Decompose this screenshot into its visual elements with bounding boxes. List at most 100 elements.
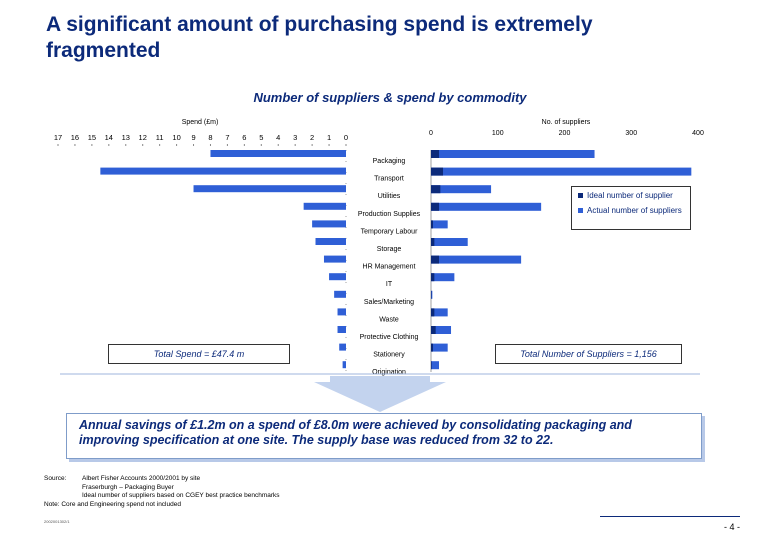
spend-bar-hr-management bbox=[323, 255, 346, 263]
spend-tick-11: 11 bbox=[156, 133, 164, 142]
source-text-1: Albert Fisher Accounts 2000/2001 by site bbox=[82, 475, 201, 482]
actual-suppliers-bar-temporary-labour bbox=[431, 220, 448, 229]
ideal-suppliers-bar-waste bbox=[431, 308, 435, 317]
actual-suppliers-bar-transport bbox=[431, 167, 692, 176]
ideal-suppliers-bar-transport bbox=[431, 167, 444, 176]
spend-tick-12: 12 bbox=[139, 133, 147, 142]
source-line: Source: Albert Fisher Accounts 2000/2001 … bbox=[44, 475, 280, 484]
spend-bar-protective-clothing bbox=[337, 326, 346, 333]
footnotes: Source: Albert Fisher Accounts 2000/2001 … bbox=[44, 475, 280, 509]
spend-tick-5: 5 bbox=[259, 133, 263, 142]
legend-swatch-actual bbox=[578, 208, 583, 213]
suppliers-tick-400: 400 bbox=[692, 130, 704, 137]
spend-bar-stationery bbox=[339, 343, 346, 351]
category-label-origination: Origination bbox=[372, 369, 406, 376]
spend-tick-7: 7 bbox=[225, 133, 229, 142]
spend-tick-15: 15 bbox=[88, 133, 96, 142]
category-label-packaging: Packaging bbox=[373, 158, 406, 165]
suppliers-tick-100: 100 bbox=[492, 130, 504, 137]
actual-suppliers-bar-protective-clothing bbox=[431, 326, 452, 334]
savings-callout: Annual savings of £1.2m on a spend of £8… bbox=[66, 413, 702, 459]
spend-bar-waste bbox=[337, 308, 346, 316]
suppliers-tick-200: 200 bbox=[559, 130, 571, 137]
category-label-it: IT bbox=[386, 281, 393, 288]
total-suppliers-box: Total Number of Suppliers = 1,156 bbox=[495, 344, 682, 364]
category-label-hr-management: HR Management bbox=[363, 264, 416, 271]
spend-bar-origination bbox=[342, 361, 346, 369]
actual-suppliers-bar-utilities bbox=[431, 185, 492, 194]
down-arrow bbox=[314, 376, 446, 412]
page-number: - 4 - bbox=[723, 522, 740, 532]
spend-bar-packaging bbox=[210, 150, 346, 157]
category-label-storage: Storage bbox=[377, 246, 402, 253]
source-text-3: Ideal number of suppliers based on CGEY … bbox=[82, 492, 280, 499]
page-title: A significant amount of purchasing spend… bbox=[46, 13, 593, 62]
ideal-suppliers-bar-sales-marketing bbox=[431, 290, 432, 299]
spend-tick-17: 17 bbox=[54, 133, 62, 142]
spend-tick-13: 13 bbox=[122, 133, 130, 142]
ideal-suppliers-bar-stationery bbox=[431, 343, 434, 352]
source-label: Source: bbox=[44, 475, 67, 482]
document-reference: 2002001302/1 bbox=[44, 519, 70, 524]
note-text: Note: Core and Engineering spend not inc… bbox=[44, 500, 181, 508]
chart-title: Number of suppliers & spend by commodity bbox=[253, 90, 527, 105]
footer-rule bbox=[600, 516, 740, 517]
spend-tick-4: 4 bbox=[276, 133, 280, 142]
ideal-suppliers-bar-origination bbox=[431, 361, 432, 370]
ideal-suppliers-bar-temporary-labour bbox=[431, 220, 434, 229]
spend-tick-16: 16 bbox=[71, 133, 79, 142]
source-text-2: Fraserburgh – Packaging Buyer bbox=[82, 483, 174, 491]
ideal-suppliers-bar-it bbox=[431, 273, 435, 282]
actual-suppliers-bar-production-supplies bbox=[431, 202, 542, 211]
spend-axis-label: Spend (£m) bbox=[182, 119, 219, 126]
spend-tick-2: 2 bbox=[310, 133, 314, 142]
category-label-utilities: Utilities bbox=[378, 193, 401, 200]
category-label-temporary-labour: Temporary Labour bbox=[361, 228, 418, 235]
spend-tick-8: 8 bbox=[208, 133, 212, 142]
actual-suppliers-bar-origination bbox=[431, 361, 440, 370]
ideal-suppliers-bar-protective-clothing bbox=[431, 326, 436, 334]
category-label-waste: Waste bbox=[379, 316, 399, 323]
actual-suppliers-bar-hr-management bbox=[431, 255, 522, 264]
total-spend-box: Total Spend = £47.4 m bbox=[108, 344, 290, 364]
legend-entry-actual: Actual number of suppliers bbox=[578, 206, 686, 215]
spend-bar-it bbox=[329, 273, 346, 281]
actual-suppliers-bar-waste bbox=[431, 308, 448, 317]
legend-swatch-ideal bbox=[578, 193, 583, 198]
spend-tick-14: 14 bbox=[105, 133, 113, 142]
spend-bar-storage bbox=[315, 238, 346, 245]
spend-tick-0: 0 bbox=[344, 133, 348, 142]
category-label-production-supplies: Production Supplies bbox=[358, 211, 421, 218]
spend-tick-1: 1 bbox=[327, 133, 331, 142]
actual-suppliers-bar-sales-marketing bbox=[431, 290, 433, 299]
spend-bar-sales-marketing bbox=[334, 290, 346, 298]
actual-suppliers-bar-storage bbox=[431, 238, 468, 246]
category-label-transport: Transport bbox=[374, 176, 404, 183]
spend-tick-10: 10 bbox=[172, 133, 180, 142]
ideal-suppliers-bar-production-supplies bbox=[431, 202, 440, 211]
actual-suppliers-bar-it bbox=[431, 273, 455, 282]
category-label-sales-marketing: Sales/Marketing bbox=[364, 299, 414, 306]
actual-suppliers-bar-stationery bbox=[431, 343, 448, 352]
suppliers-tick-0: 0 bbox=[429, 130, 433, 137]
suppliers-axis-label: No. of suppliers bbox=[542, 119, 591, 126]
spend-bar-temporary-labour bbox=[312, 220, 346, 228]
ideal-suppliers-bar-storage bbox=[431, 238, 435, 246]
spend-tick-9: 9 bbox=[191, 133, 195, 142]
spend-bar-production-supplies bbox=[303, 202, 346, 210]
legend-label-actual: Actual number of suppliers bbox=[587, 206, 682, 215]
category-label-stationery: Stationery bbox=[373, 352, 405, 359]
ideal-suppliers-bar-utilities bbox=[431, 185, 441, 194]
legend-entry-ideal: Ideal number of supplier bbox=[578, 191, 686, 200]
ideal-suppliers-bar-hr-management bbox=[431, 255, 440, 264]
ideal-suppliers-bar-packaging bbox=[431, 150, 440, 158]
suppliers-tick-300: 300 bbox=[625, 130, 637, 137]
spend-tick-6: 6 bbox=[242, 133, 246, 142]
spend-tick-3: 3 bbox=[293, 133, 297, 142]
spend-bar-utilities bbox=[193, 185, 346, 193]
legend-label-ideal: Ideal number of supplier bbox=[587, 191, 673, 200]
spend-bar-transport bbox=[100, 167, 347, 175]
category-label-protective-clothing: Protective Clothing bbox=[360, 334, 419, 341]
chart-legend: Ideal number of supplier Actual number o… bbox=[571, 186, 691, 230]
